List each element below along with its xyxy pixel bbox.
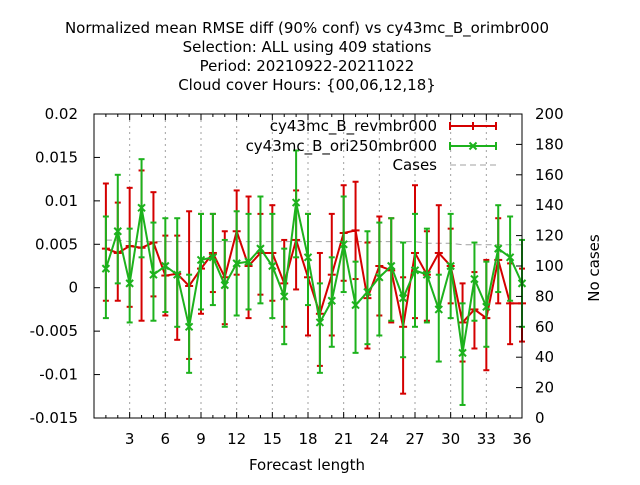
x-tick-label: 36 [512,430,531,448]
data-point-marker [315,318,325,327]
data-point-marker [422,270,432,279]
data-point-marker [208,253,218,262]
y-left-tick-label: 0.02 [45,105,78,123]
series-line [104,202,523,354]
data-point-marker [387,261,396,271]
x-tick-label: 27 [405,430,424,448]
data-point-marker [173,270,182,279]
data-point-marker [137,203,146,213]
data-point-marker [446,261,455,271]
right-y-axis-label: No cases [585,234,603,302]
data-point-marker [339,240,348,249]
legend-label-revmbr: cy43mc_B_revmbr000 [270,117,437,136]
data-point-marker [410,266,420,275]
data-point-marker [398,293,408,303]
data-point-marker [351,300,360,310]
x-axis-label: Forecast length [249,456,365,474]
y-left-tick-label: 0.005 [35,235,78,253]
data-point-marker [232,259,241,268]
data-point-marker [280,292,289,301]
y-right-tick-label: 120 [535,227,564,245]
x-tick-label: 12 [227,430,246,448]
legend: cy43mc_B_revmbr000 cy43mc_B_ori250mbr000… [246,117,497,174]
y-right-tick-label: 60 [535,318,554,336]
cases-line [105,239,522,246]
y-right-tick-label: 140 [535,196,564,214]
data-point-marker [327,296,336,305]
data-point-marker [482,302,491,312]
data-point-marker [505,253,515,262]
data-point-marker [184,322,194,332]
chart-title-line-1: Normalized mean RMSE diff (90% conf) vs … [65,19,549,38]
x-tick-label: 3 [125,430,135,448]
data-point-marker [113,227,122,236]
y-left-tick-label: -0.015 [30,409,78,427]
legend-label-cases: Cases [392,156,437,174]
x-tick-label: 15 [263,430,282,448]
y-right-tick-label: 20 [535,379,554,397]
y-right-tick-label: 160 [535,166,564,184]
y-right-tick-label: 200 [535,105,564,123]
x-tick-label: 18 [298,430,317,448]
y-left-tick-label: 0.01 [45,192,78,210]
x-tick-label: 6 [161,430,171,448]
y-right-tick-label: 180 [535,135,564,153]
data-point-marker [375,273,384,282]
data-point-marker [470,274,479,284]
y-right-tick-label: 80 [535,287,554,305]
chart-title-line-4: Cloud cover Hours: {00,06,12,18} [178,76,436,94]
data-point-marker [256,244,265,253]
series-group-1 [101,149,527,406]
legend-label-ori250mbr: cy43mc_B_ori250mbr000 [246,137,437,156]
y-left-tick-label: 0.015 [35,148,78,166]
data-point-marker [101,264,111,273]
y-right-tick-label: 40 [535,348,554,366]
data-point-marker [125,279,134,288]
y-right-tick-label: 100 [535,257,564,275]
data-point-marker [268,261,277,271]
data-point-marker [244,257,253,266]
x-tick-label: 24 [370,430,389,448]
chart-title-block: Normalized mean RMSE diff (90% conf) vs … [65,19,549,94]
data-point-marker [161,261,170,271]
x-tick-label: 21 [334,430,353,448]
chart-title-line-2: Selection: ALL using 409 stations [183,38,432,56]
y-right-tick-label: 0 [535,409,545,427]
cases-series [105,239,522,246]
chart-title-line-3: Period: 20210922-20211022 [200,57,415,75]
data-point-marker [291,198,301,207]
data-point-marker [303,253,313,262]
y-left-tick-label: -0.01 [39,366,78,384]
axes: 3 6 9 12 15 18 21 24 27 30 33 36-0.015-0.01-0.00500… [30,105,564,448]
legend-sample-marker [468,141,478,151]
y-left-tick-label: -0.005 [30,322,78,340]
legend-samples [449,122,497,166]
x-tick-label: 30 [441,430,460,448]
data-point-marker [220,280,229,290]
x-tick-label: 9 [196,430,206,448]
x-tick-label: 33 [477,430,496,448]
data-point-marker [458,348,467,358]
data-point-marker [434,305,443,314]
y-left-tick-label: 0 [68,279,78,297]
data-point-marker [196,255,206,265]
data-point-marker [494,244,503,253]
data-point-marker [149,270,158,279]
data-point-marker [363,287,372,297]
